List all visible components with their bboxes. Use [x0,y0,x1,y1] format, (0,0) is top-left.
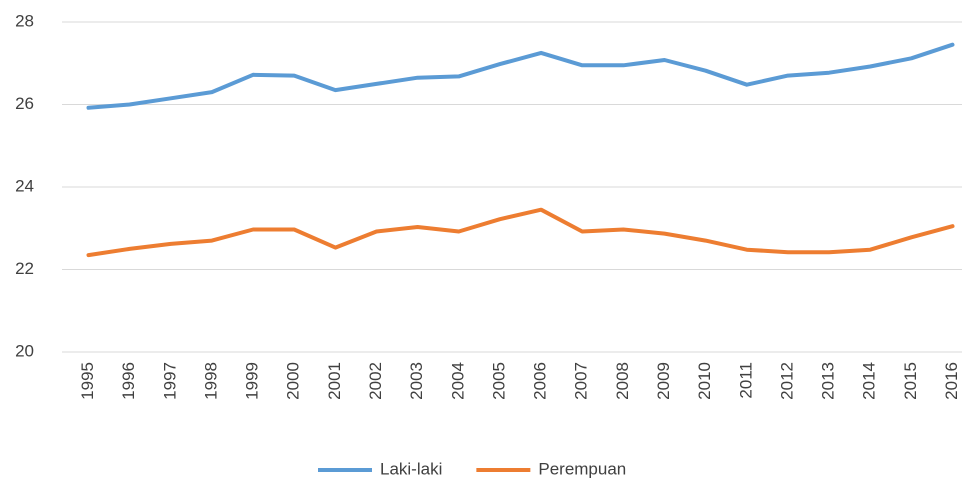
x-tick-label: 2000 [284,362,303,400]
x-tick-label: 2014 [860,362,879,400]
x-tick-label: 2002 [366,362,385,400]
y-tick-label: 26 [15,94,34,113]
legend-label: Laki-laki [380,459,442,478]
x-tick-label: 2006 [531,362,550,400]
legend-label: Perempuan [538,459,626,478]
x-tick-label: 2005 [489,362,508,400]
x-tick-label: 2015 [901,362,920,400]
y-tick-label: 24 [15,176,34,195]
x-tick-label: 2012 [777,362,796,400]
series-line [86,42,955,110]
x-tick-label: 2004 [448,362,467,400]
x-tick-label: 2003 [407,362,426,400]
x-tick-label: 2016 [942,362,961,400]
y-tick-label: 28 [15,11,34,30]
x-tick-label: 1996 [119,362,138,400]
x-tick-label: 2007 [572,362,591,400]
y-tick-label: 22 [15,259,34,278]
x-tick-label: 1998 [201,362,220,400]
x-tick-label: 2013 [819,362,838,400]
x-tick-label: 2009 [654,362,673,400]
x-tick-label: 2008 [613,362,632,400]
x-tick-label: 1999 [243,362,262,400]
x-tick-label: 1997 [160,362,179,400]
series-line [86,207,955,258]
x-tick-label: 2010 [695,362,714,400]
x-tick-label: 2001 [325,362,344,400]
y-tick-label: 20 [15,341,34,360]
x-tick-label: 2011 [736,362,755,399]
x-tick-label: 1995 [78,362,97,400]
